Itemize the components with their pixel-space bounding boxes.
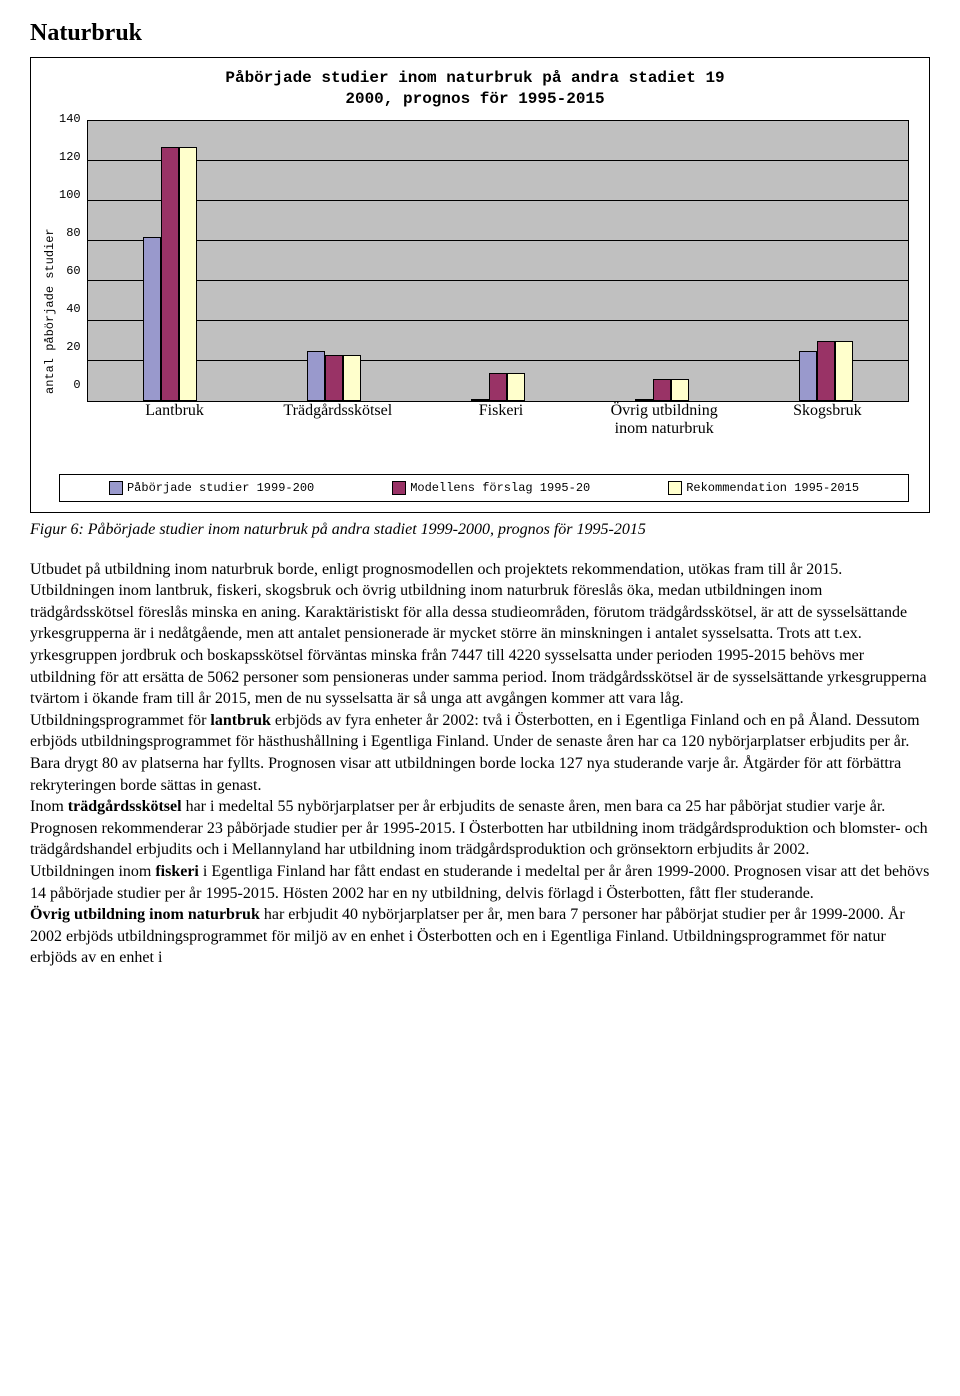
- paragraph-4: Utbildningen inom fiskeri i Egentliga Fi…: [30, 861, 930, 904]
- y-tick: 140: [59, 112, 81, 126]
- chart-container: Påbörjade studier inom naturbruk på andr…: [30, 57, 930, 513]
- bar: [343, 355, 361, 401]
- legend-item: Modellens förslag 1995-20: [392, 481, 590, 495]
- bar: [325, 355, 343, 401]
- legend-item: Rekommendation 1995-2015: [668, 481, 859, 495]
- chart-title-line2: 2000, prognos för 1995-2015: [345, 90, 604, 108]
- chart-legend: Påbörjade studier 1999-200 Modellens förs…: [59, 474, 909, 502]
- legend-swatch: [668, 481, 682, 495]
- bar: [489, 373, 507, 401]
- bar: [307, 351, 325, 401]
- bar-group: [471, 373, 525, 401]
- figure-caption: Figur 6: Påbörjade studier inom naturbru…: [30, 521, 930, 539]
- paragraph-3: Inom trädgårdsskötsel har i medeltal 55 …: [30, 796, 930, 861]
- paragraph-5: Övrig utbildning inom naturbruk har erbj…: [30, 904, 930, 969]
- bar: [653, 379, 671, 401]
- y-tick: 40: [59, 302, 81, 316]
- y-tick: 120: [59, 150, 81, 164]
- body-text: Utbudet på utbildning inom naturbruk bor…: [30, 559, 930, 969]
- bar: [507, 373, 525, 401]
- bar-group: [143, 147, 197, 401]
- bar-group: [635, 379, 689, 401]
- paragraph-2: Utbildningsprogrammet för lantbruk erbjö…: [30, 710, 930, 796]
- paragraph-1: Utbudet på utbildning inom naturbruk bor…: [30, 559, 930, 710]
- legend-label: Modellens förslag 1995-20: [410, 481, 590, 495]
- x-label: Övrig utbildning inom naturbruk: [604, 402, 724, 438]
- page-title: Naturbruk: [30, 20, 930, 47]
- x-label: Trädgårdsskötsel: [278, 402, 398, 420]
- legend-label: Rekommendation 1995-2015: [686, 481, 859, 495]
- legend-swatch: [109, 481, 123, 495]
- y-tick: 0: [59, 378, 81, 392]
- chart-title-line1: Påbörjade studier inom naturbruk på andr…: [225, 69, 724, 87]
- y-axis-ticks: 140 120 100 80 60 40 20 0: [59, 112, 87, 392]
- bar: [635, 399, 653, 401]
- bar: [799, 351, 817, 401]
- bar: [817, 341, 835, 401]
- x-axis-labels: LantbrukTrädgårdsskötselFiskeriÖvrig utb…: [93, 402, 909, 434]
- bar: [471, 399, 489, 401]
- bar: [671, 379, 689, 401]
- y-tick: 60: [59, 264, 81, 278]
- bar-group: [799, 341, 853, 401]
- bar: [143, 237, 161, 401]
- bar-group: [307, 351, 361, 401]
- y-tick: 80: [59, 226, 81, 240]
- y-axis-label: antal påbörjade studier: [41, 120, 59, 502]
- y-tick: 20: [59, 340, 81, 354]
- legend-item: Påbörjade studier 1999-200: [109, 481, 314, 495]
- plot-area: [87, 120, 909, 402]
- x-label: Fiskeri: [441, 402, 561, 420]
- bar: [835, 341, 853, 401]
- x-label: Lantbruk: [115, 402, 235, 420]
- y-tick: 100: [59, 188, 81, 202]
- chart-title: Påbörjade studier inom naturbruk på andr…: [41, 68, 909, 110]
- x-label: Skogsbruk: [767, 402, 887, 420]
- legend-label: Påbörjade studier 1999-200: [127, 481, 314, 495]
- bar: [161, 147, 179, 401]
- bar: [179, 147, 197, 401]
- legend-swatch: [392, 481, 406, 495]
